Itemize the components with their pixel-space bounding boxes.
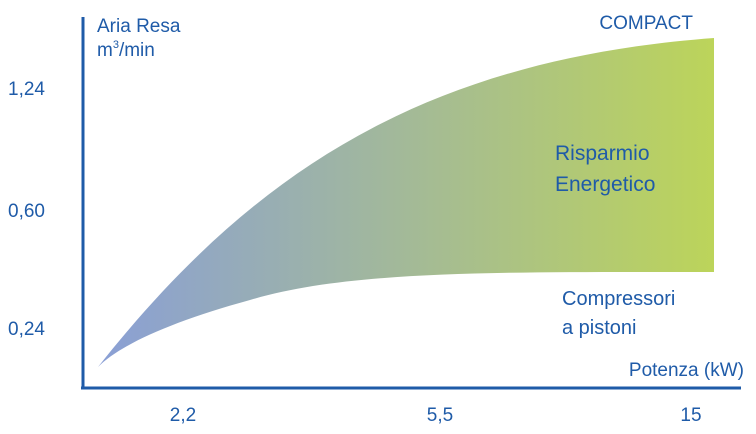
band-label-line1: Risparmio bbox=[555, 142, 650, 165]
piston-label-line2: a pistoni bbox=[562, 317, 637, 339]
y-tick-label: 0,24 bbox=[8, 319, 45, 340]
y-axis-label: Aria Resa bbox=[97, 16, 181, 37]
y-axis-unit: m3/min bbox=[97, 39, 155, 61]
energy-saving-band bbox=[98, 38, 714, 367]
x-tick-label: 2,2 bbox=[170, 405, 196, 426]
y-tick-label: 1,24 bbox=[8, 79, 45, 100]
y-tick-label: 0,60 bbox=[8, 201, 45, 222]
band-label-line2: Energetico bbox=[555, 173, 655, 196]
x-tick-label: 5,5 bbox=[427, 405, 453, 426]
compact-label: COMPACT bbox=[599, 13, 693, 34]
x-axis-label: Potenza (kW) bbox=[629, 360, 744, 381]
piston-label-line1: Compressori bbox=[562, 288, 675, 310]
x-tick-label: 15 bbox=[680, 405, 701, 426]
